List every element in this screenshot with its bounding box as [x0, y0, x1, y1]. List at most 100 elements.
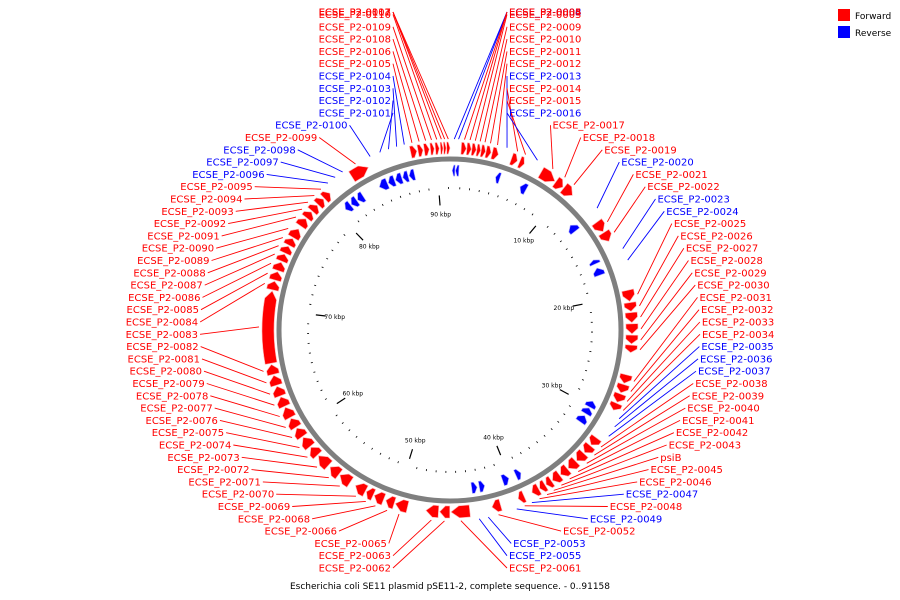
gene-label: ECSE_P2-0006 — [509, 8, 581, 19]
gene-label: ECSE_P2-0087 — [130, 281, 202, 292]
gene-label: ECSE_P2-0018 — [583, 133, 655, 144]
ruler-minor-tick — [317, 275, 320, 278]
gene-label: ECSE_P2-0040 — [687, 404, 759, 415]
label-line — [464, 11, 508, 140]
gene-label: ECSE_P2-0063 — [319, 551, 391, 562]
gene-label: ECSE_P2-0073 — [167, 453, 239, 464]
label-line — [600, 383, 694, 448]
gene-arrow-ecse-p2-0006 — [451, 164, 456, 177]
gene-label: ECSE_P2-0062 — [319, 564, 391, 575]
label-line — [561, 444, 667, 486]
label-line — [586, 407, 686, 464]
gene-labels: ECSE_P2-0007 ECSE_P2-0008ECSE_P2-0006ECSE… — [126, 8, 775, 575]
gene-label: ECSE_P2-0011 — [509, 47, 581, 58]
gene-label: ECSE_P2-0085 — [127, 305, 199, 316]
label-line — [292, 501, 366, 507]
label-line — [569, 432, 675, 480]
gene-arrow-ecse-p2-0080 — [272, 385, 287, 399]
ruler-minor-tick — [321, 266, 324, 269]
label-line — [349, 124, 371, 157]
gene-arrow-ecse-p2-0089 — [283, 238, 297, 249]
gene-label: ECSE_P2-0066 — [265, 527, 337, 538]
gene-label: ECSE_P2-0012 — [509, 59, 581, 70]
ruler-label: 60 kbp — [342, 390, 363, 397]
gene-label: ECSE_P2-0005 — [509, 8, 581, 19]
gene-label: ECSE_P2-0069 — [218, 502, 290, 513]
gene-arrow-ecse-p2-0016 — [519, 183, 529, 195]
ruler-minor-tick — [581, 379, 585, 381]
ruler-minor-tick — [559, 240, 562, 243]
gene-label: ECSE_P2-0102 — [319, 96, 391, 107]
gene-arrow-ecse-p2-0109 — [429, 142, 435, 156]
label-line — [618, 346, 700, 420]
gene-arrow-ecse-p2-0073 — [318, 455, 333, 471]
label-line — [251, 469, 329, 479]
label-line — [216, 228, 289, 249]
gene-label: ECSE_P2-0104 — [319, 72, 391, 83]
gene-arrow-ecse-p2-0094 — [313, 197, 326, 210]
ruler-minor-tick — [568, 405, 571, 408]
gene-arrow-ecse-p2-0088 — [279, 245, 293, 257]
ruler-major-tick — [315, 314, 326, 317]
gene-label: ECSE_P2-0099 — [245, 133, 317, 144]
gene-arrow-ecse-p2-0079 — [277, 396, 291, 410]
ruler-minor-tick — [546, 225, 549, 228]
gene-label: ECSE_P2-0038 — [695, 379, 767, 390]
gene-label: ECSE_P2-0108 — [319, 35, 391, 46]
label-line — [214, 407, 286, 428]
ruler-minor-tick — [313, 371, 316, 373]
label-line — [469, 11, 508, 141]
label-line — [392, 11, 446, 140]
gene-arrow-ecse-p2-0065 — [394, 499, 410, 514]
label-line — [640, 247, 685, 318]
label-line — [199, 282, 266, 323]
ruler-minor-tick — [528, 446, 531, 449]
label-line — [392, 26, 432, 141]
legend-swatch-forward — [838, 9, 850, 21]
gene-label: ECSE_P2-0093 — [161, 207, 233, 218]
gene-arrow-ecse-p2-0055 — [470, 481, 478, 494]
gene-label: ECSE_P2-0101 — [319, 108, 391, 119]
gene-label: ECSE_P2-0049 — [590, 514, 662, 525]
gene-arrow-ecse-p2-0040 — [576, 448, 589, 462]
gene-arrow-ecse-p2-0110 — [434, 142, 440, 155]
gene-arrow-ecse-p2-0106 — [416, 144, 424, 158]
gene-label: ECSE_P2-0029 — [694, 268, 766, 279]
ruler-major-tick — [496, 445, 502, 456]
gene-label: ECSE_P2-0105 — [319, 59, 391, 70]
gene-label: ECSE_P2-0109 — [319, 22, 391, 33]
legend-swatch-reverse — [838, 26, 850, 38]
label-line — [221, 216, 297, 237]
gene-arrow-ecse-p2-0066 — [385, 495, 397, 510]
label-line — [266, 173, 329, 184]
legend-reverse-label: Reverse — [855, 29, 892, 39]
gene-arrow-ecse-p2-0084 — [266, 280, 280, 292]
gene-label: ECSE_P2-0079 — [132, 379, 204, 390]
label-line — [640, 260, 689, 330]
gene-label: ECSE_P2-0034 — [702, 330, 774, 341]
gene-arrow-ecse-p2-0103 — [402, 170, 410, 183]
gene-arrow-ecse-p2-0022 — [598, 229, 612, 242]
gene-label: ECSE_P2-0017 — [552, 121, 624, 132]
label-line — [228, 208, 303, 225]
ruler-label: 40 kbp — [483, 435, 504, 442]
gene-arrow-ecse-p2-0037 — [575, 415, 588, 426]
ruler-ticks: 10 kbp 20 kbp 30 kbp 40 kbp 50 kbp 60 kbp 70 k… — [307, 187, 593, 473]
ruler-label: 10 kbp — [513, 237, 534, 244]
gene-arrow-ecse-p2-0082 — [266, 364, 280, 377]
label-lines — [199, 11, 701, 569]
label-line — [244, 195, 315, 200]
ruler-minor-tick — [399, 195, 402, 198]
gene-arrow-ecse-p2-0049 — [500, 474, 510, 487]
gene-label: ECSE_P2-0019 — [604, 145, 676, 156]
backbone-ring — [276, 156, 624, 504]
gene-arrow-ecse-p2-0025 — [621, 288, 635, 302]
gene-label: ECSE_P2-0092 — [154, 219, 226, 230]
gene-label: ECSE_P2-0084 — [126, 318, 198, 329]
gene-label: ECSE_P2-0089 — [137, 256, 209, 267]
gene-arrow-ecse-p2-0048 — [517, 490, 527, 504]
label-line — [202, 262, 272, 298]
ruler-minor-tick — [335, 414, 338, 417]
label-line — [388, 513, 400, 544]
label-line — [633, 297, 698, 382]
